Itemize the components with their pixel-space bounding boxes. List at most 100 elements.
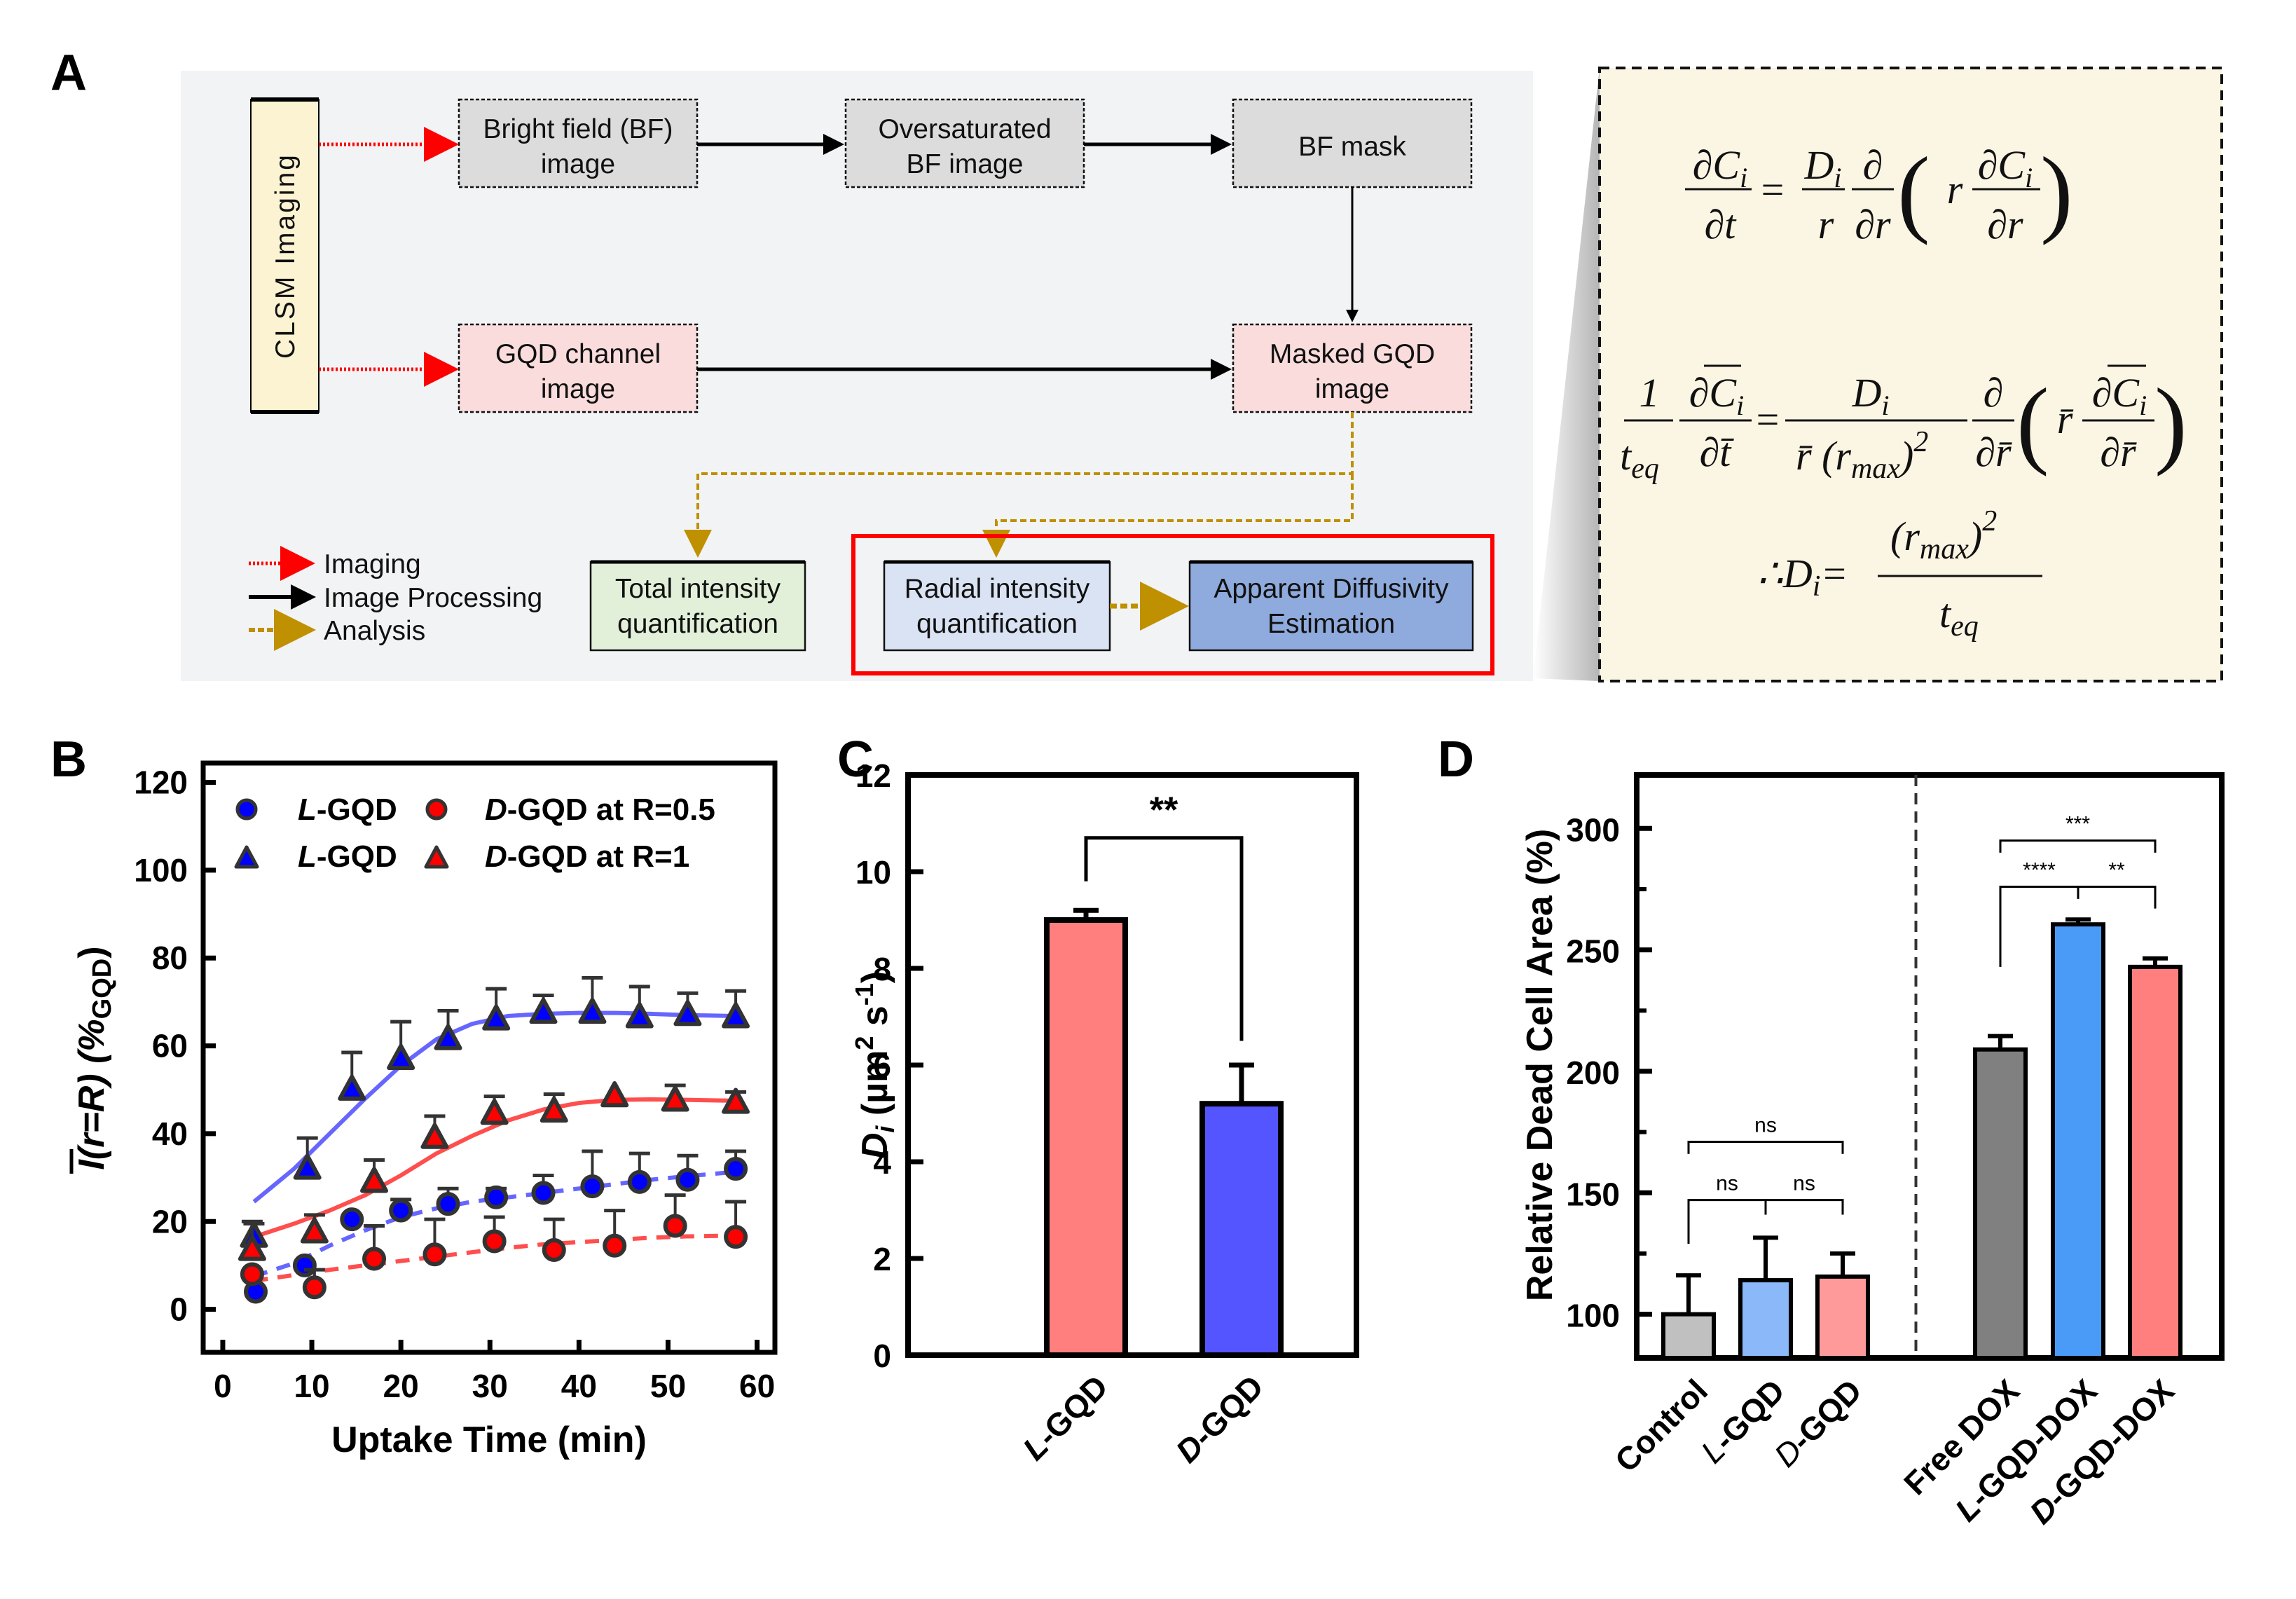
box-apparent-diffusivity-line1: Apparent Diffusivity xyxy=(1214,574,1449,604)
eq1-f1-den: r xyxy=(1818,202,1834,247)
eq1-f2-num: ∂ xyxy=(1863,142,1883,188)
legend-marker-l-circle xyxy=(235,798,258,821)
svg-text:∂Ci: ∂Ci xyxy=(2092,370,2147,421)
svg-text:Di: Di xyxy=(1803,142,1841,193)
box-total-intensity-line1: Total intensity xyxy=(615,574,781,604)
chart-b-ylabel-main: I(r=R) (% xyxy=(71,1019,112,1169)
chart-c-xtick-label: D-GQD xyxy=(1169,1368,1270,1469)
eq2-inner-sub: i xyxy=(2139,390,2147,421)
chart-c-ytick-label: 8 xyxy=(873,951,891,987)
chart-b-xlabel: Uptake Time (min) xyxy=(331,1420,647,1460)
chart-d-xtick-label: D-GQD xyxy=(1767,1372,1869,1474)
eq2-f1-den: r̄ (r xyxy=(1796,433,1851,479)
svg-text:∴Di=: ∴Di= xyxy=(1757,551,1848,603)
box-masked-gqd-line1: Masked GQD xyxy=(1270,339,1435,369)
chart-b-ytick-label: 20 xyxy=(152,1203,188,1240)
box-bright-field: Bright field (BF) image xyxy=(458,98,699,188)
eq2-equals: = xyxy=(1757,397,1780,442)
eq2-inner-r: r̄ xyxy=(2057,397,2075,442)
eq2-f2-num: ∂ xyxy=(1984,370,2004,416)
chart-c-ytick-label: 2 xyxy=(873,1241,891,1277)
chart-d-bar xyxy=(1973,1047,2028,1360)
chart-b-point xyxy=(436,1192,460,1216)
chart-b-point xyxy=(724,1157,748,1181)
eq2-lparen: ( xyxy=(2016,369,2049,477)
chart-b-point xyxy=(482,1229,507,1254)
legend-processing-label: Image Processing xyxy=(324,583,542,613)
chart-b-point xyxy=(484,1185,509,1209)
box-masked-gqd: Masked GQD image xyxy=(1232,323,1473,413)
chart-d-xtick-label: Control xyxy=(1608,1372,1714,1478)
box-gqd-channel-line2: image xyxy=(541,374,615,404)
chart-d-ytick-label: 150 xyxy=(1566,1176,1620,1212)
chart-d-significance-bracket xyxy=(1999,839,2157,853)
eq3-den-sub: eq xyxy=(1951,610,1979,643)
eq2-lhs-sub: i xyxy=(1736,390,1744,421)
clsm-imaging-box: CLSM Imaging xyxy=(250,97,319,414)
chart-d-significance-label: ns xyxy=(1716,1172,1738,1195)
chart-b-ytick-label: 0 xyxy=(170,1291,188,1328)
chart-b-point xyxy=(580,1174,605,1199)
chart-d-bar xyxy=(2128,964,2182,1361)
chart-b-point xyxy=(531,1181,556,1205)
chart-b-xtick-label: 30 xyxy=(472,1368,508,1404)
chart-b-fit-line xyxy=(253,1097,736,1240)
svg-text:r̄ (rmax)2: r̄ (rmax)2 xyxy=(1796,426,1928,485)
panel-label-c: C xyxy=(837,732,874,788)
chart-c-ylabel-s: s xyxy=(855,1006,895,1036)
eq3-therefore: ∴D xyxy=(1757,551,1813,596)
svg-text:∂Ci: ∂Ci xyxy=(1693,142,1747,193)
chart-b-point xyxy=(340,1207,364,1232)
eq2-f1-den-sub: max xyxy=(1851,453,1900,485)
eq1-lhs-sub: i xyxy=(1740,162,1747,193)
eq3-num-sup: 2 xyxy=(1982,505,1997,537)
legend-label-l-triangle: L-GQD xyxy=(298,839,397,874)
eq1-rparen: ) xyxy=(2040,137,2073,246)
chart-c-ytick-label: 0 xyxy=(873,1338,891,1374)
arrow-analysis-total xyxy=(684,412,1354,558)
box-radial-intensity-line2: quantification xyxy=(916,609,1078,639)
chart-b-point xyxy=(627,1169,652,1194)
chart-d-ytick-label: 200 xyxy=(1566,1055,1620,1091)
chart-b-fit-line xyxy=(254,1233,736,1283)
box-bright-field-line2: image xyxy=(541,149,615,179)
chart-b-point xyxy=(482,1004,511,1031)
panel-b: B 0 20 40 60 80 100 120 0 10 20 30 40 50 60 L-GQD D-G… xyxy=(50,732,778,1460)
chart-b-point xyxy=(300,1217,329,1244)
equation-result: ∴Di= (rmax)2 teq xyxy=(1757,505,2042,643)
eq2-f1-den-tail: ) xyxy=(1898,433,1913,479)
chart-d-significance-label: *** xyxy=(2065,813,2090,836)
svg-text:teq: teq xyxy=(1620,433,1659,485)
eq1-inner-sub: i xyxy=(2025,162,2033,193)
chart-c-xtick-label: L-GQD xyxy=(1015,1368,1115,1467)
panel-label-b: B xyxy=(50,732,87,788)
chart-d-significance-bracket xyxy=(1764,1199,1844,1215)
chart-b-point xyxy=(625,1002,654,1029)
eq3-num: (r xyxy=(1890,514,1920,559)
eq3-num-tail: ) xyxy=(1967,514,1982,559)
chart-b-ytick-label: 80 xyxy=(152,940,188,976)
chart-c-ylabel-sup2: 2 xyxy=(850,1036,879,1050)
chart-c-ylabel: Di (µm2 s-1) xyxy=(850,971,900,1159)
eq3-equals: = xyxy=(1820,551,1848,596)
chart-b-point xyxy=(661,1085,689,1112)
legend-label-d-circle: D-GQD at R=0.5 xyxy=(485,792,715,827)
chart-b-point xyxy=(722,1002,750,1029)
eq2-f1-num: D xyxy=(1851,370,1881,416)
chart-b-point xyxy=(293,1153,322,1180)
chart-d-significance-label: **** xyxy=(2023,858,2056,881)
svg-text:Di: Di xyxy=(1851,370,1889,421)
zoom-wedge xyxy=(1533,68,1600,681)
chart-d-ytick-label: 300 xyxy=(1566,811,1620,848)
box-gqd-channel-line1: GQD channel xyxy=(495,339,661,369)
eq1-lparen: ( xyxy=(1897,137,1930,246)
svg-text:Di (µm2 s-1): Di (µm2 s-1) xyxy=(850,971,900,1159)
chart-c-significance-label: ** xyxy=(1150,790,1178,831)
box-gqd-channel: GQD channel image xyxy=(458,323,699,413)
box-bright-field-line1: Bright field (BF) xyxy=(483,114,673,144)
eq2-inner-den: ∂r̄ xyxy=(2100,430,2137,475)
